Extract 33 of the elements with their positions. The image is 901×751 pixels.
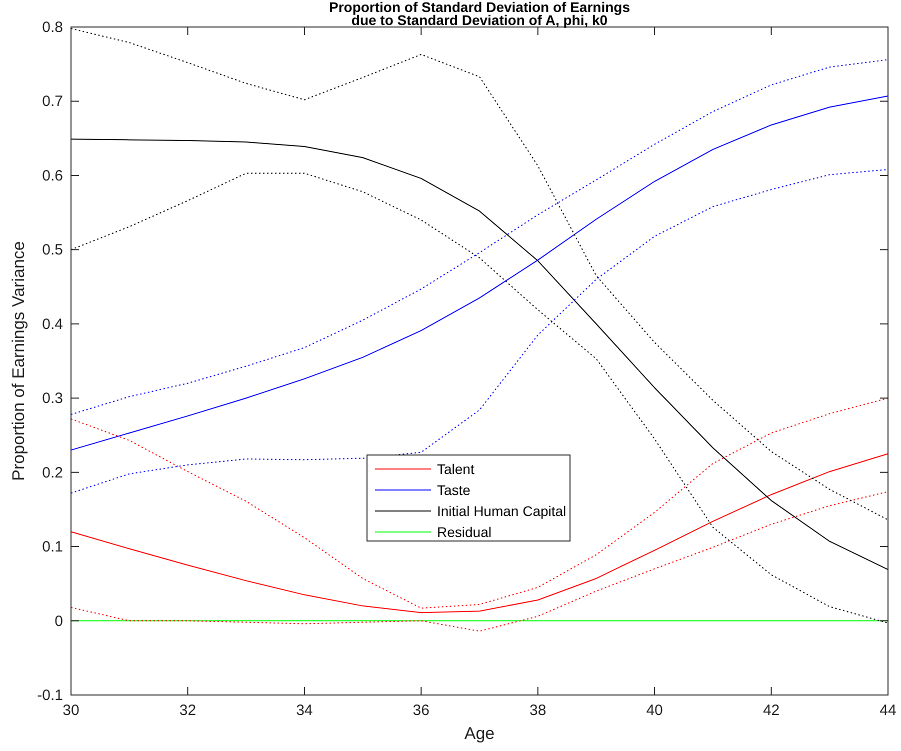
line-series: [70, 453, 888, 614]
y-axis-title: Proportion of Earnings Variance: [9, 241, 28, 481]
line-series: [70, 138, 888, 570]
x-tick-label: 44: [880, 702, 896, 719]
y-tick-label: 0: [54, 612, 63, 630]
line-series: [70, 169, 888, 494]
x-tick-label: 30: [62, 702, 80, 719]
y-tick-label: 0.7: [42, 93, 63, 110]
chart-title: Proportion of Standard Deviation of Earnings due to Standard Deviation of A, phi, k0: [328, 0, 630, 28]
line-series: [70, 28, 888, 520]
x-tick-label: 32: [179, 702, 196, 719]
x-tick-label: 34: [296, 702, 313, 719]
line-series: [70, 398, 888, 609]
y-tick-label: -0.1: [37, 687, 63, 704]
legend-label: Taste: [437, 482, 471, 498]
line-series: [70, 172, 888, 624]
x-tick-label: 40: [646, 702, 663, 719]
y-tick-label: 0.5: [42, 242, 63, 259]
y-tick-label: 0.3: [42, 390, 63, 408]
line-series: [70, 96, 888, 451]
line-series: [70, 59, 888, 415]
legend-label: Residual: [437, 524, 492, 540]
x-tick-label: 42: [762, 702, 780, 719]
y-tick-label: 0.1: [42, 538, 63, 556]
y-tick-label: 0.4: [42, 316, 63, 333]
x-tick-label: 38: [530, 702, 546, 719]
x-axis-title: Age: [464, 724, 495, 743]
y-tick-label: 0.8: [42, 19, 63, 36]
y-tick-label: 0.6: [42, 167, 63, 184]
legend-label: Initial Human Capital: [437, 503, 566, 519]
legend-label: Talent: [437, 461, 474, 477]
x-tick-label: 36: [412, 702, 430, 719]
y-tick-label: 0.2: [42, 464, 63, 482]
